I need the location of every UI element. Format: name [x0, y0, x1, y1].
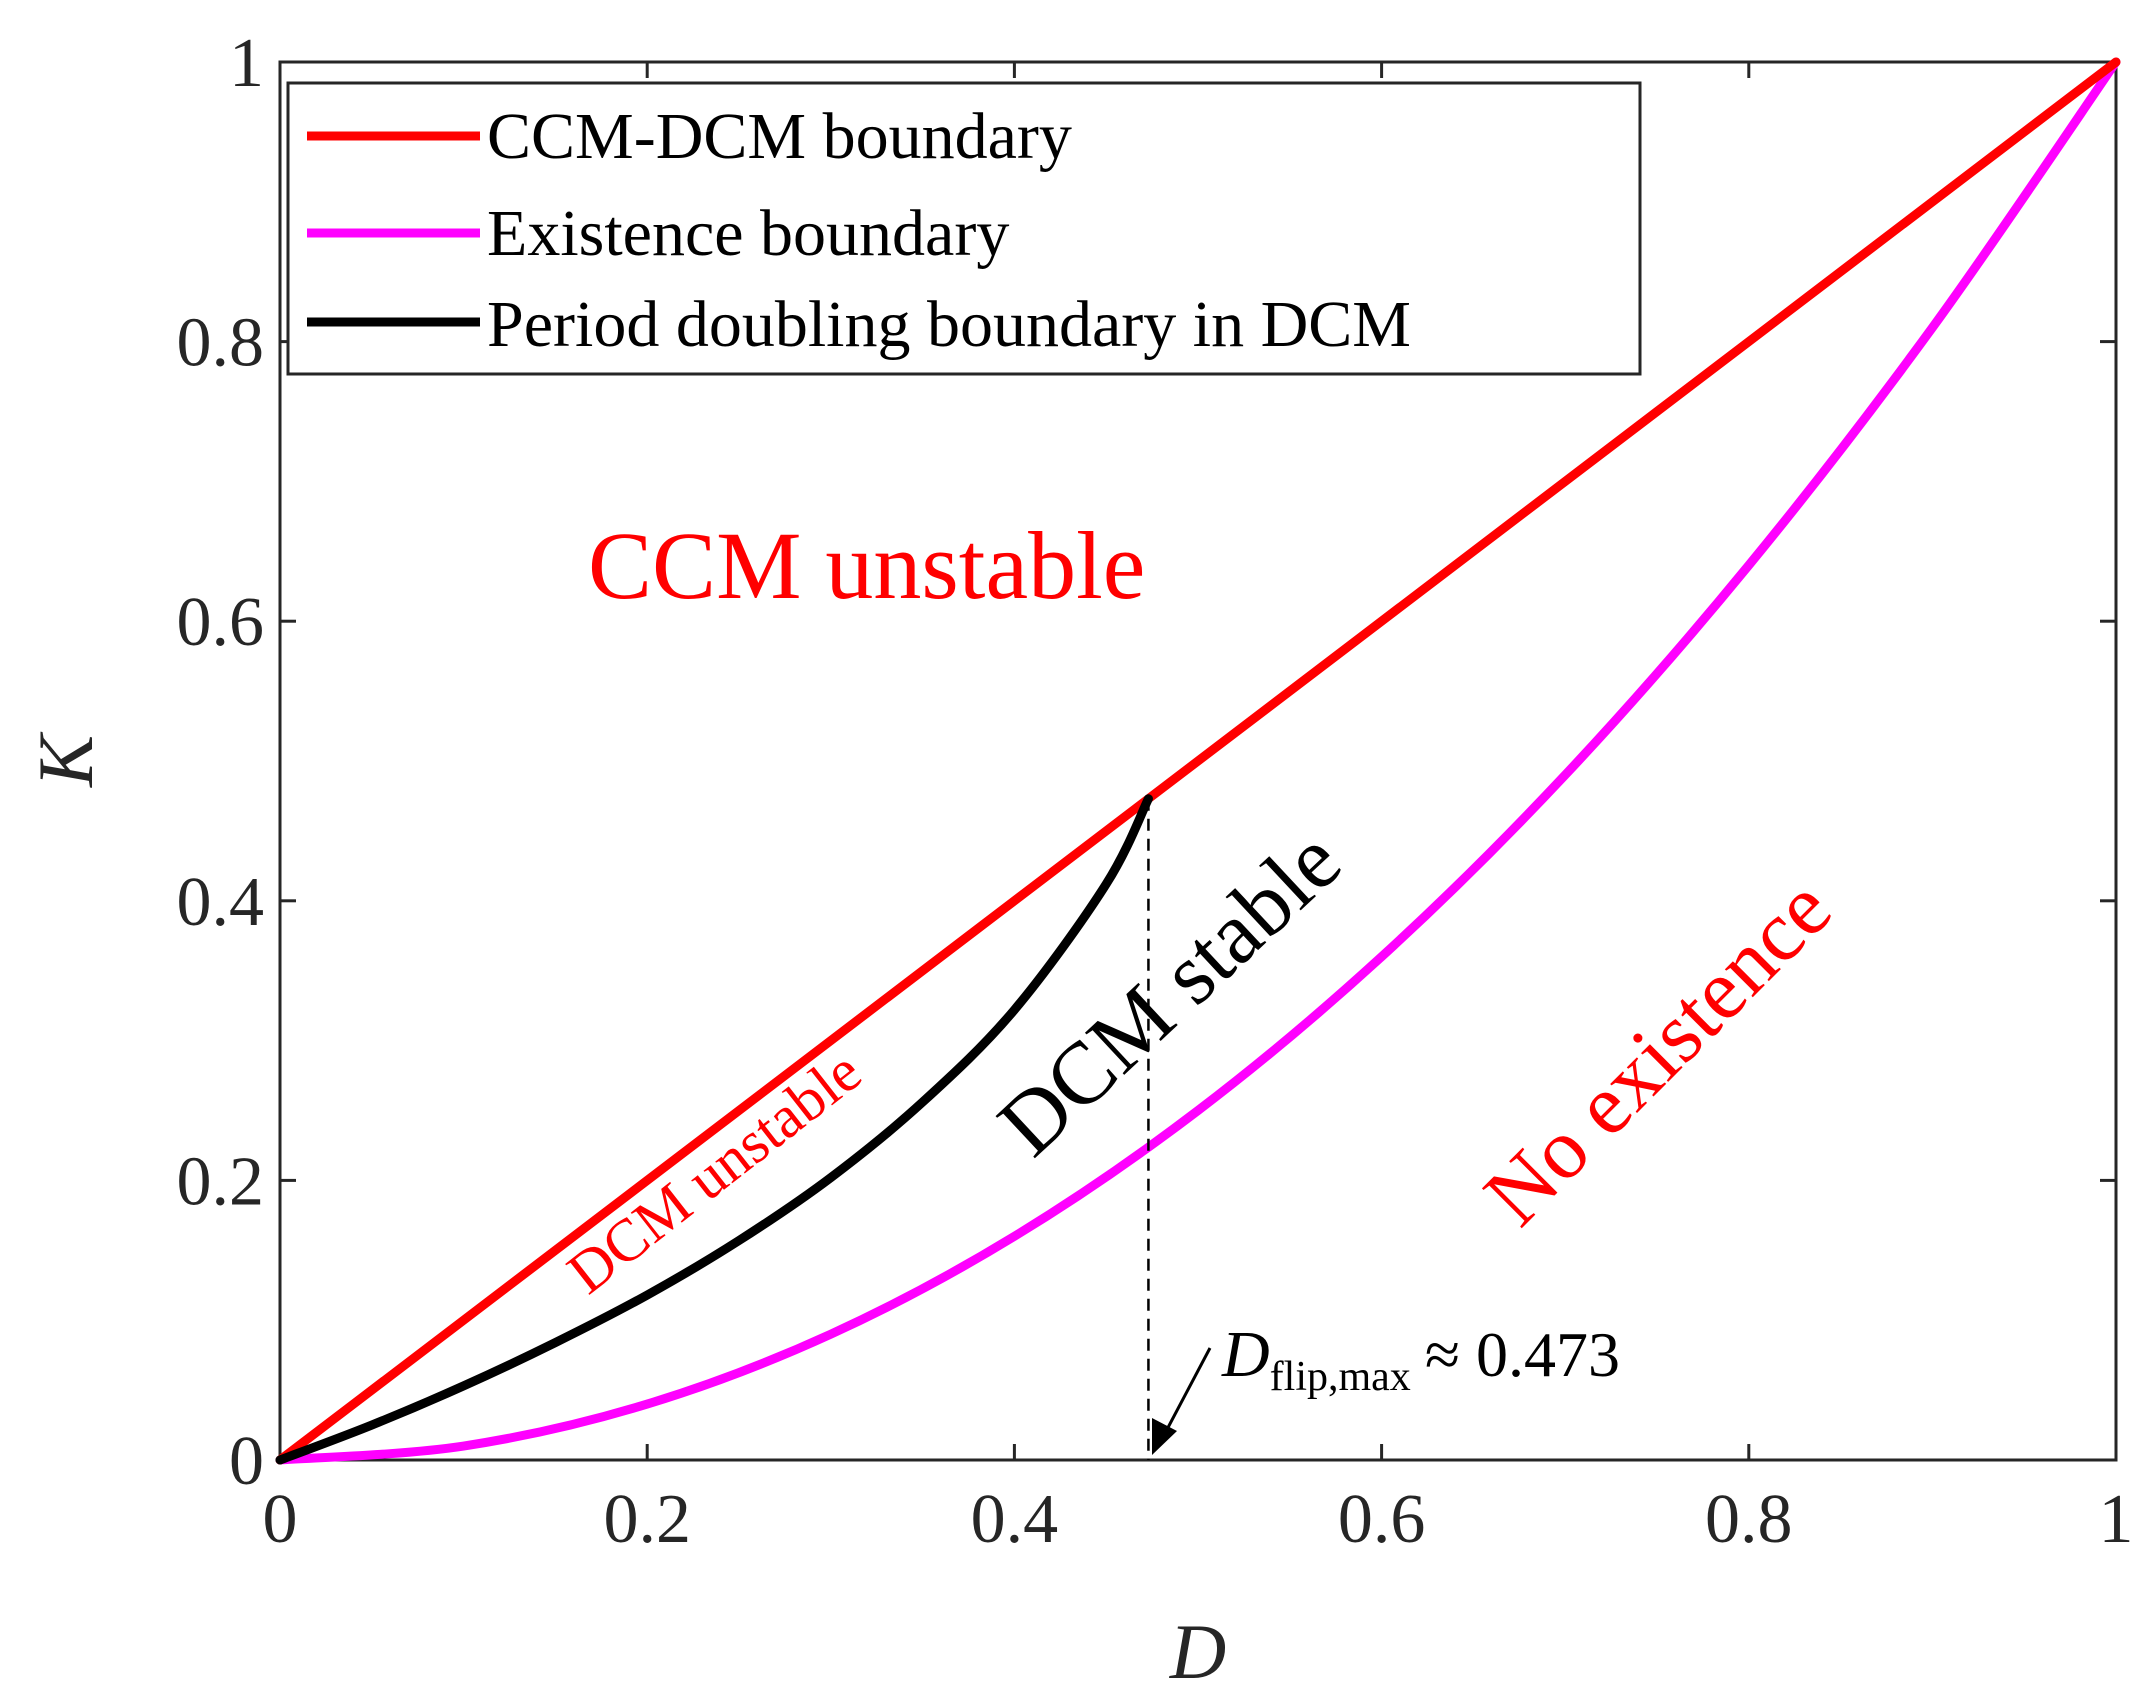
series-lines — [275, 57, 2121, 1465]
ccm-dcm-boundary-line — [275, 57, 2121, 1465]
legend-label-existence: Existence boundary — [487, 197, 1009, 270]
y-tick-label: 0 — [229, 1423, 264, 1500]
no-existence-label: No existence — [1466, 860, 1850, 1244]
x-tick-label: 1 — [2099, 1481, 2134, 1558]
ccm-unstable-label: CCM unstable — [588, 512, 1145, 619]
x-tick-label: 0.2 — [603, 1481, 691, 1558]
x-axis-title: D — [1169, 1608, 1226, 1695]
existence-boundary-line — [275, 57, 2121, 1465]
plot-frame — [278, 60, 2118, 1462]
dcm-stable-label: DCM stable — [980, 812, 1359, 1175]
y-axis-title: K — [22, 731, 109, 788]
y-tick-label: 0.6 — [177, 584, 265, 661]
legend: CCM-DCM boundary Existence boundary Peri… — [286, 81, 1642, 376]
axis-ticks: 0 0.2 0.4 0.6 0.8 1 0 0.2 0.4 0.6 0.8 1 — [177, 25, 2134, 1558]
period-doubling-boundary-line — [275, 794, 1153, 1465]
dflip-annotation: Dflip,max ≈ 0.473 — [1221, 1318, 1620, 1400]
x-tick-label: 0 — [263, 1481, 298, 1558]
dflip-arrow-head — [1152, 1418, 1177, 1455]
x-tick-label: 0.8 — [1705, 1481, 1793, 1558]
x-tick-label: 0.4 — [971, 1481, 1059, 1558]
dflip-relation: ≈ 0.473 — [1425, 1319, 1620, 1390]
dflip-subscript: flip,max — [1270, 1354, 1411, 1400]
dcm-unstable-label: DCM unstable — [555, 1038, 873, 1307]
y-tick-label: 0.2 — [177, 1143, 265, 1220]
x-tick-label: 0.6 — [1338, 1481, 1426, 1558]
y-tick-label: 0.8 — [177, 305, 265, 382]
y-tick-label: 0.4 — [177, 864, 265, 941]
legend-label-ccm-dcm: CCM-DCM boundary — [487, 100, 1072, 173]
legend-label-period-doubling: Period doubling boundary in DCM — [487, 288, 1411, 361]
y-tick-label: 1 — [229, 25, 264, 102]
dflip-arrow-shaft — [1161, 1347, 1212, 1438]
dflip-symbol: D — [1221, 1318, 1270, 1391]
legend-box — [286, 81, 1642, 376]
